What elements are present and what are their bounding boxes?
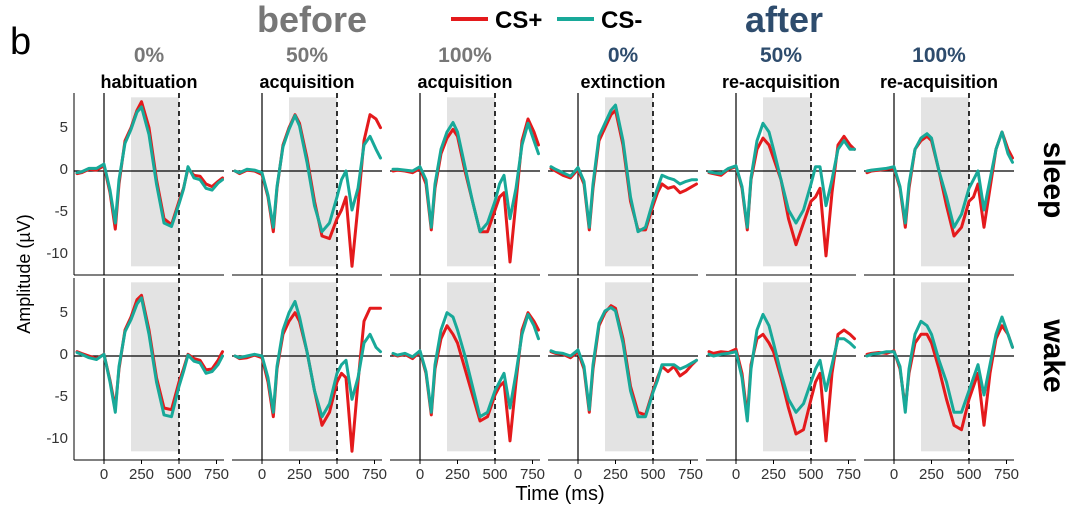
x-tick-label: 0 [890, 466, 898, 483]
condition-phase: acquisition [259, 72, 354, 92]
x-tick-label: 500 [324, 466, 349, 483]
x-tick-label: 750 [836, 466, 861, 483]
x-tick-label: 750 [362, 466, 387, 483]
panel-sleep-4 [706, 93, 856, 276]
condition-percent: 100% [438, 44, 492, 67]
y-axis-label: Amplitude (µV) [14, 214, 34, 333]
analysis-window [763, 97, 811, 267]
panel-sleep-0 [73, 93, 224, 276]
condition-phase: acquisition [417, 72, 512, 92]
y-tick-label: -10 [46, 430, 68, 447]
panel-sleep-2 [390, 93, 540, 276]
series-line-cs-minus [391, 121, 540, 234]
legend: CS+ CS- [451, 7, 642, 34]
row-label-sleep: sleep [1037, 142, 1070, 219]
condition-phase: habituation [101, 72, 198, 92]
series-line-cs-minus [707, 121, 856, 229]
x-tick-label: 500 [166, 466, 191, 483]
y-axis-ticks-wake: 5 0 -5 -10 [46, 304, 68, 447]
series-line-cs-minus [233, 299, 382, 419]
x-tick-label: 750 [520, 466, 545, 483]
x-tick-label: 0 [416, 466, 424, 483]
panel-wake-0: 0 250 500 750 [73, 278, 229, 483]
condition-percent: 50% [760, 44, 802, 67]
analysis-window [289, 97, 337, 267]
x-tick-label: 250 [603, 466, 628, 483]
panel-wake-5: 0 250 500 750 [864, 278, 1019, 483]
x-tick-label: 250 [129, 466, 154, 483]
panel-grid: 0% habituation 0 250 500 750 50% acquisition 0 25… [73, 44, 1019, 483]
x-tick-label: 0 [732, 466, 740, 483]
y-axis-ticks-sleep: 5 0 -5 -10 [46, 119, 68, 262]
x-tick-label: 250 [287, 466, 312, 483]
x-tick-label: 0 [100, 466, 108, 483]
x-tick-label: 750 [678, 466, 703, 483]
series-line-cs-minus [391, 311, 540, 419]
group-title-after: after [745, 0, 823, 40]
series-line-cs-minus [549, 103, 698, 234]
y-tick-label: 0 [60, 346, 68, 363]
x-axis-label: Time (ms) [515, 483, 604, 505]
analysis-window [447, 282, 495, 452]
x-tick-label: 250 [761, 466, 786, 483]
condition-percent: 100% [912, 44, 966, 67]
condition-phase: re-acquisition [880, 72, 998, 92]
row-label-wake: wake [1037, 318, 1070, 392]
series-line-cs-minus [75, 296, 224, 419]
series-line-cs-minus [865, 130, 1014, 229]
group-title-before: before [257, 0, 367, 40]
x-tick-label: 750 [204, 466, 229, 483]
x-tick-label: 0 [258, 466, 266, 483]
legend-label-cs-minus: CS- [601, 7, 642, 34]
panel-wake-1: 0 250 500 750 [232, 278, 387, 483]
series-line-cs-minus [549, 306, 698, 419]
condition-percent: 50% [286, 44, 328, 67]
x-tick-label: 250 [919, 466, 944, 483]
y-tick-label: 0 [60, 161, 68, 178]
panel-wake-2: 0 250 500 750 [390, 278, 545, 483]
panel-wake-3: 0 250 500 750 [548, 278, 703, 483]
series-line-cs-minus [75, 105, 224, 228]
x-tick-label: 500 [798, 466, 823, 483]
analysis-window [921, 97, 969, 267]
series-line-cs-minus [707, 312, 856, 423]
y-tick-label: 5 [60, 119, 68, 136]
x-tick-label: 500 [482, 466, 507, 483]
legend-label-cs-plus: CS+ [495, 7, 542, 34]
condition-percent: 0% [134, 44, 165, 67]
condition-phase: extinction [580, 72, 665, 92]
x-tick-label: 750 [994, 466, 1019, 483]
panel-label: b [10, 21, 31, 63]
panel-sleep-3 [548, 93, 698, 276]
condition-phase: re-acquisition [722, 72, 840, 92]
y-tick-label: 5 [60, 304, 68, 321]
x-tick-label: 500 [956, 466, 981, 483]
x-tick-label: 250 [445, 466, 470, 483]
analysis-window [763, 282, 811, 452]
panel-sleep-1 [232, 93, 382, 276]
analysis-window [921, 282, 969, 452]
x-tick-label: 500 [640, 466, 665, 483]
panel-sleep-5 [864, 93, 1014, 276]
y-tick-label: -5 [55, 388, 68, 405]
series-line-cs-minus [233, 114, 382, 234]
y-tick-label: -5 [55, 203, 68, 220]
panel-wake-4: 0 250 500 750 [706, 278, 861, 483]
x-tick-label: 0 [574, 466, 582, 483]
series-line-cs-minus [865, 315, 1014, 414]
condition-percent: 0% [608, 44, 639, 67]
y-tick-label: -10 [46, 245, 68, 262]
